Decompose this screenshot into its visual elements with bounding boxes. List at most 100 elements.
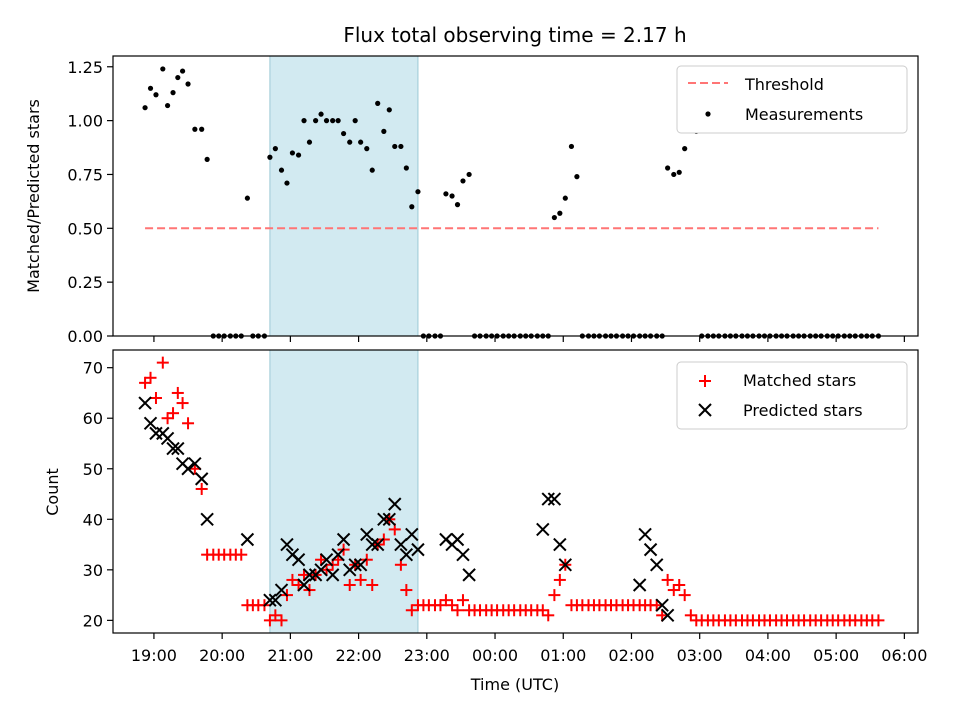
predicted-star-marker bbox=[331, 547, 345, 562]
measurement-point bbox=[323, 118, 330, 124]
top-x-ticks bbox=[153, 336, 905, 342]
top-y-tick-label: 1.25 bbox=[67, 58, 103, 77]
predicted-star-marker bbox=[171, 441, 185, 456]
measurement-point bbox=[160, 66, 166, 72]
predicted-star-marker bbox=[200, 512, 214, 527]
predicted-star-marker bbox=[650, 558, 664, 572]
measurement-point bbox=[295, 152, 302, 158]
bottom-shaded-span bbox=[269, 349, 419, 634]
measurement-point bbox=[409, 204, 415, 210]
predicted-star-marker bbox=[462, 568, 476, 582]
x-tick-label: 02:00 bbox=[608, 646, 654, 665]
predicted-star-marker bbox=[325, 568, 340, 582]
matched-star-marker bbox=[161, 412, 174, 425]
x-tick-label: 06:00 bbox=[881, 646, 927, 665]
predicted-star-marker bbox=[291, 553, 306, 567]
measurement-point bbox=[671, 171, 677, 178]
legend-measurement-label: Measurements bbox=[745, 105, 863, 124]
measurement-point bbox=[375, 100, 381, 106]
matched-star-marker bbox=[286, 573, 299, 586]
predicted-star-marker bbox=[263, 593, 277, 607]
matched-star-points bbox=[139, 356, 885, 627]
bottom-y-ticks: 20 30 40 50 60 70 bbox=[83, 359, 113, 630]
matched-star-marker bbox=[176, 397, 189, 410]
predicted-star-marker bbox=[302, 568, 317, 582]
predicted-star-marker bbox=[280, 537, 294, 552]
measurement-point bbox=[244, 195, 250, 201]
top-axes-frame bbox=[112, 55, 919, 337]
predicted-star-marker bbox=[558, 558, 573, 572]
legend-measurement-swatch bbox=[705, 111, 711, 117]
matched-star-marker bbox=[275, 614, 288, 627]
matched-star-marker bbox=[263, 614, 276, 627]
predicted-star-marker bbox=[547, 492, 562, 506]
predicted-star-marker bbox=[450, 532, 465, 547]
measurement-point bbox=[568, 143, 575, 150]
matched-star-marker bbox=[650, 599, 663, 612]
matched-star-marker bbox=[439, 594, 452, 607]
predicted-star-marker bbox=[143, 416, 158, 430]
measurement-point bbox=[164, 102, 171, 109]
matched-star-marker bbox=[315, 553, 328, 566]
matched-star-marker bbox=[673, 578, 686, 591]
measurement-point bbox=[147, 85, 154, 91]
measurement-point bbox=[574, 174, 580, 180]
matched-star-marker bbox=[144, 371, 157, 384]
predicted-star-marker bbox=[411, 542, 425, 557]
x-tick-label: 23:00 bbox=[404, 646, 450, 665]
measurement-point bbox=[415, 189, 421, 195]
measurement-point bbox=[185, 81, 191, 87]
measurement-point bbox=[272, 146, 278, 152]
matched-star-marker bbox=[269, 609, 282, 622]
x-tick-label: 04:00 bbox=[745, 646, 791, 665]
measurement-point bbox=[175, 74, 181, 81]
bottom-axes-frame bbox=[112, 349, 919, 634]
measurement-point bbox=[381, 128, 387, 134]
x-tick-label: 03:00 bbox=[677, 646, 723, 665]
measurement-point bbox=[386, 107, 392, 113]
matched-star-marker bbox=[366, 578, 379, 591]
matched-star-marker bbox=[167, 407, 180, 420]
measurement-point bbox=[347, 139, 353, 145]
measurement-point bbox=[330, 118, 336, 124]
measurement-point bbox=[551, 214, 557, 221]
predicted-star-marker bbox=[166, 441, 180, 456]
legend-matched-label: Matched stars bbox=[743, 371, 856, 390]
bottom-y-axis-label: Count bbox=[43, 468, 62, 516]
legend-matched-swatch bbox=[699, 375, 711, 387]
measurement-point bbox=[562, 195, 568, 201]
predicted-star-marker bbox=[365, 537, 379, 552]
measurement-point bbox=[392, 143, 398, 150]
predicted-star-marker bbox=[394, 537, 408, 552]
matched-star-marker bbox=[182, 417, 195, 430]
x-tick-label: 21:00 bbox=[267, 646, 313, 665]
measurement-point bbox=[306, 139, 313, 145]
legend-frame bbox=[676, 65, 908, 134]
matched-star-marker bbox=[661, 573, 674, 586]
measurement-point bbox=[364, 146, 370, 152]
matched-star-marker bbox=[456, 594, 469, 607]
measurement-point bbox=[142, 105, 148, 111]
top-y-tick-label: 1.00 bbox=[67, 112, 103, 131]
measurement-point bbox=[466, 171, 472, 178]
x-tick-label: 22:00 bbox=[336, 646, 382, 665]
measurement-point bbox=[192, 126, 198, 132]
top-y-axis-label: Matched/Predicted stars bbox=[24, 99, 43, 293]
matched-star-marker bbox=[553, 573, 566, 586]
matched-star-marker bbox=[171, 386, 184, 399]
predicted-star-marker bbox=[240, 532, 255, 547]
measurement-point bbox=[318, 111, 324, 117]
measurement-point bbox=[278, 167, 285, 173]
matched-star-marker bbox=[235, 548, 248, 561]
measurement-point bbox=[460, 178, 466, 184]
predicted-star-marker bbox=[553, 537, 567, 552]
measurement-point bbox=[358, 139, 364, 145]
predicted-star-marker bbox=[319, 553, 334, 567]
matched-star-marker bbox=[667, 584, 680, 597]
predicted-star-marker bbox=[660, 608, 675, 623]
predicted-star-marker bbox=[297, 578, 311, 592]
measurement-point bbox=[398, 143, 404, 150]
bottom-y-tick-label: 40 bbox=[83, 510, 103, 529]
measurement-point bbox=[199, 126, 205, 132]
bottom-y-tick-label: 70 bbox=[83, 359, 103, 378]
